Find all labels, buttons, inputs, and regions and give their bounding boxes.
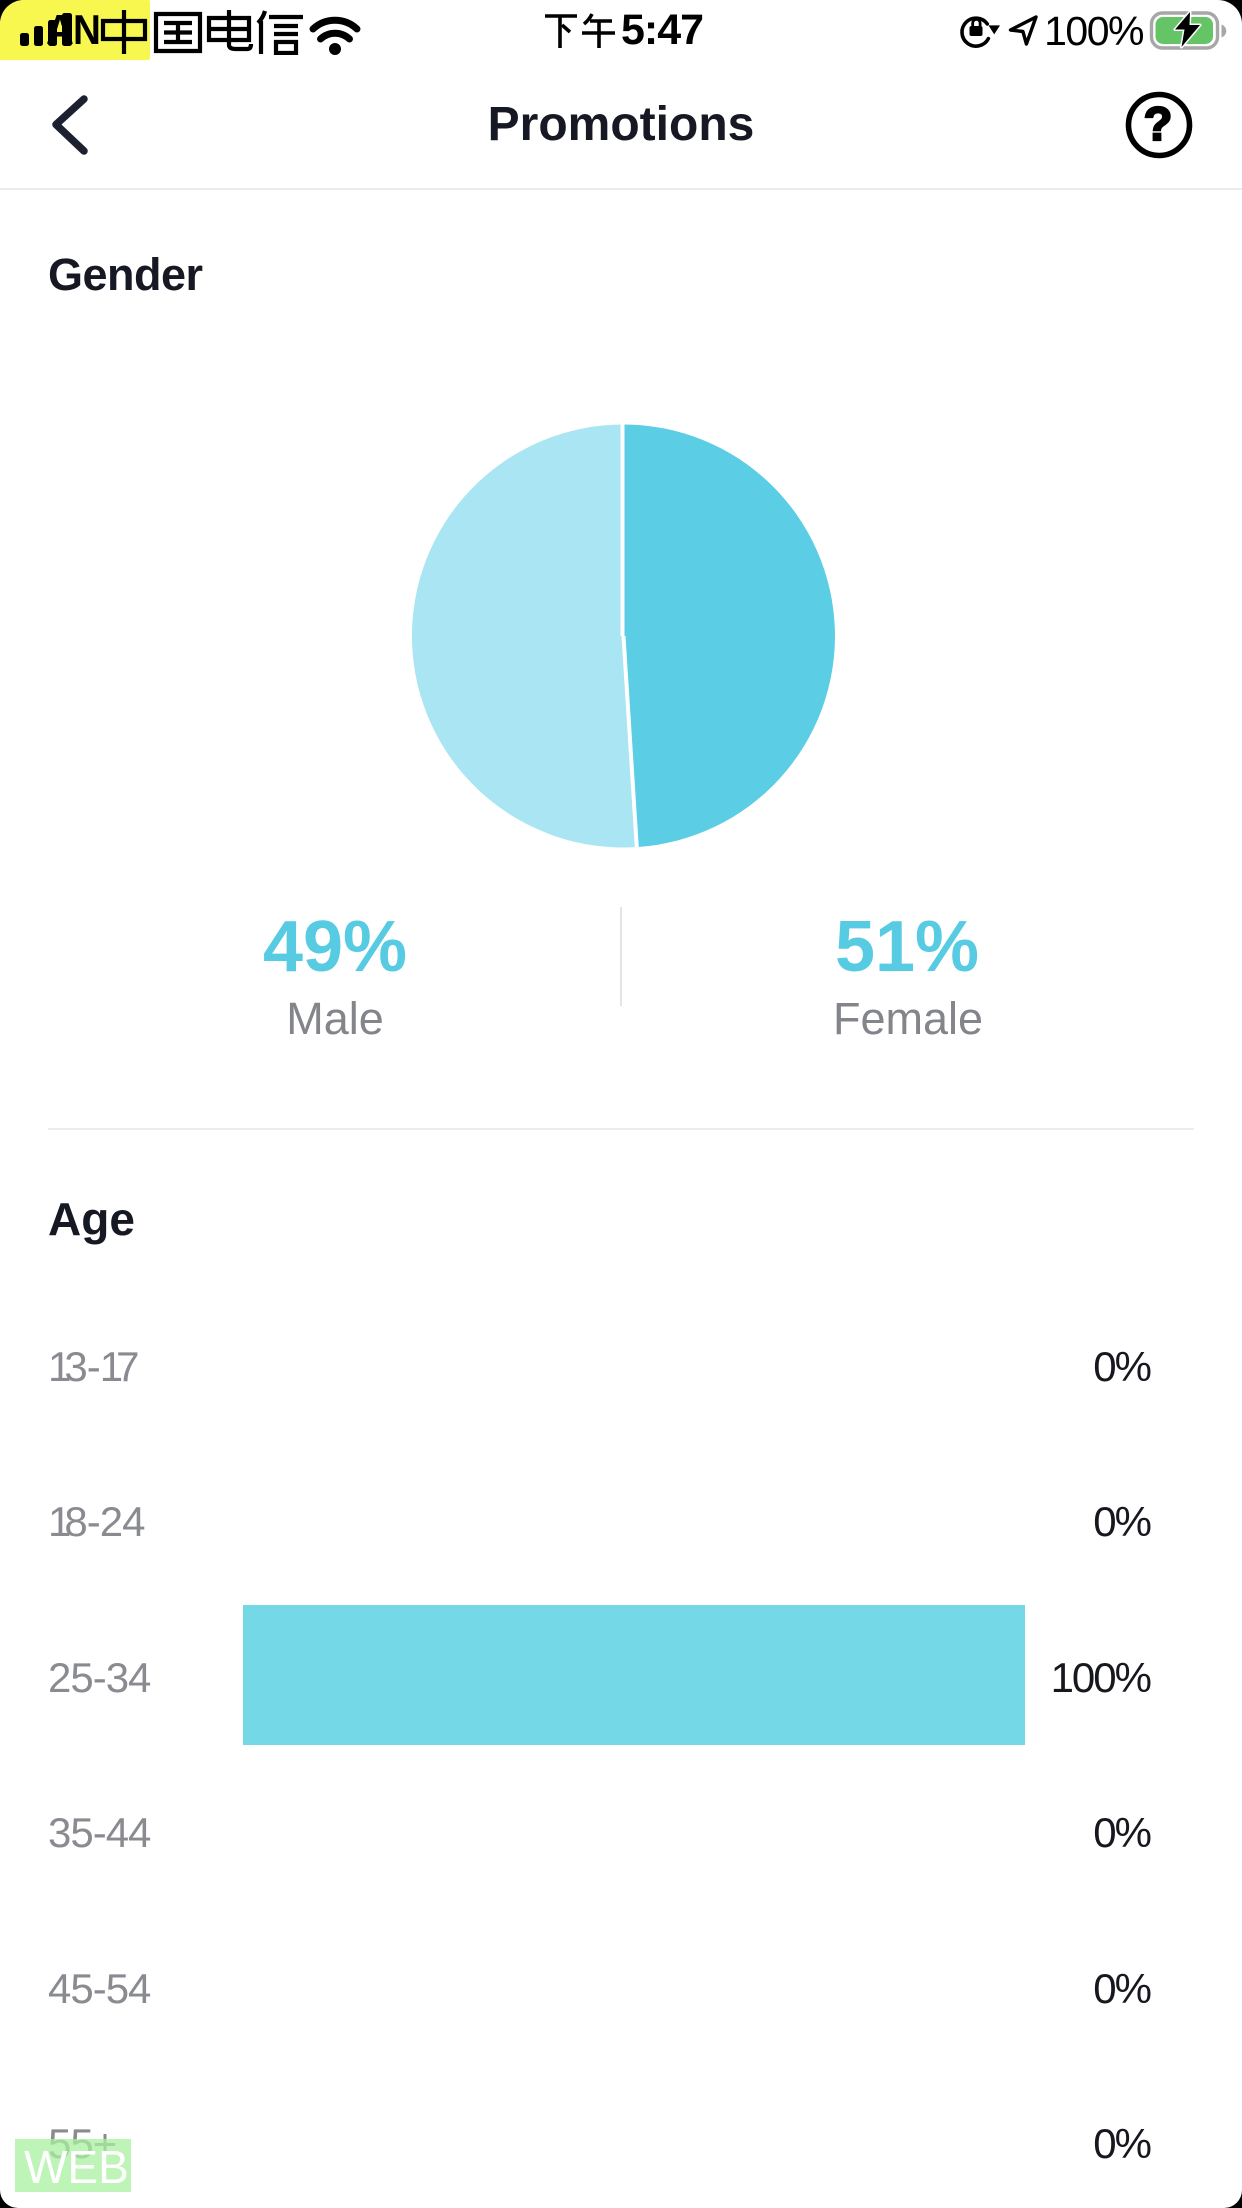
svg-text:?: ?	[1144, 97, 1173, 150]
